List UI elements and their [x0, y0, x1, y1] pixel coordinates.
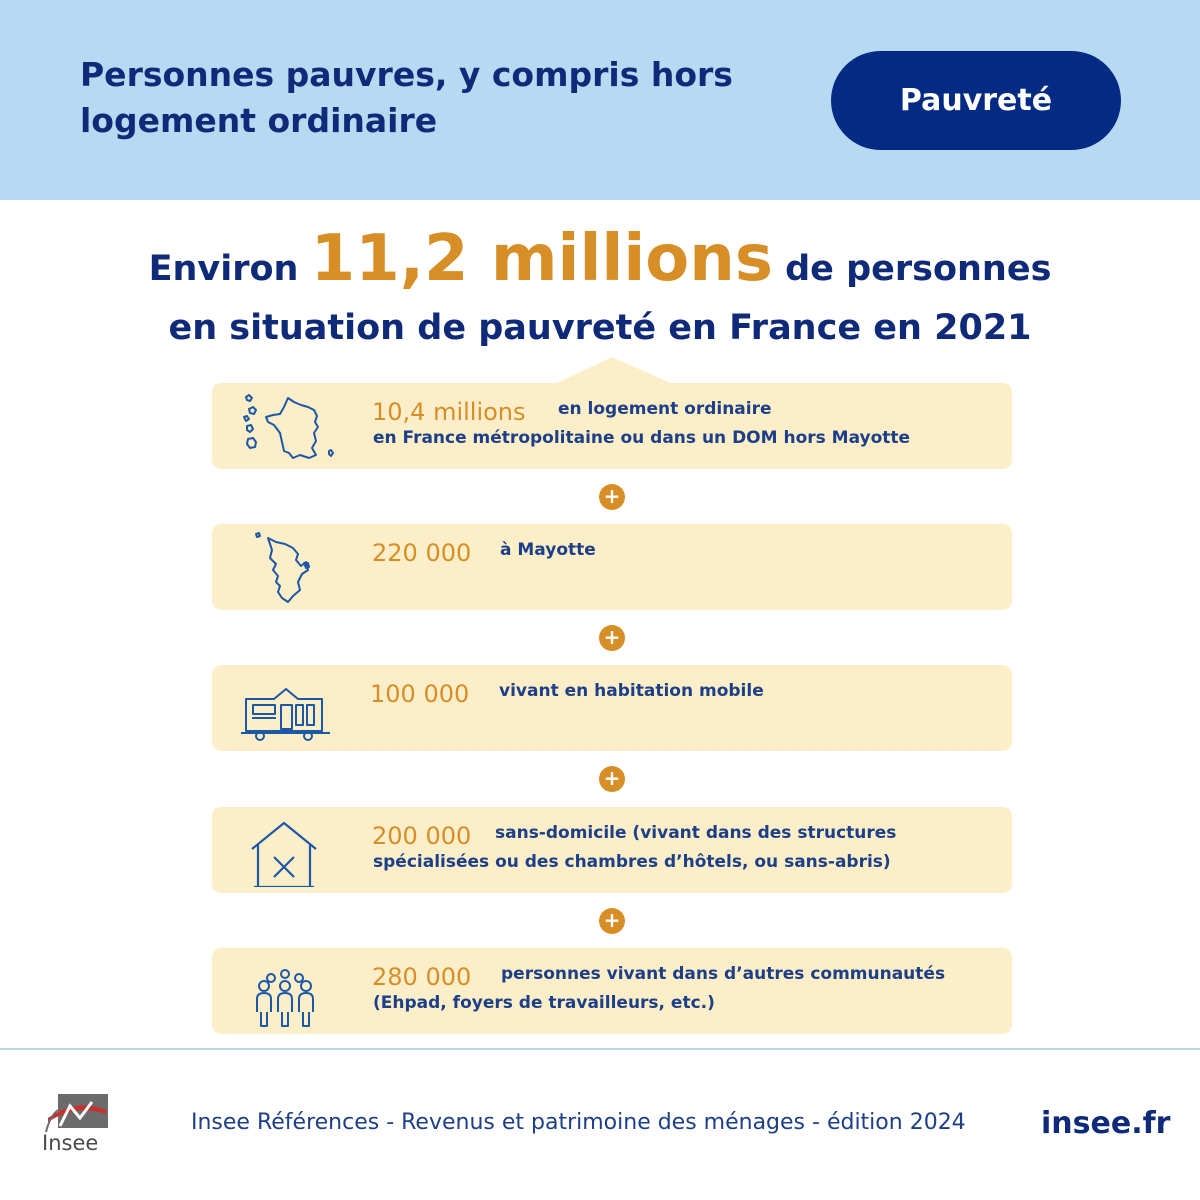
item-card-sans-domicile: 200 000 sans-domicile (vivant dans des s… [212, 807, 1012, 893]
headline-total: 11,2 millions [310, 222, 773, 296]
headline-line2: en situation de pauvreté en France en 20… [168, 308, 1032, 348]
plus-icon: + [599, 625, 625, 651]
page-title: Personnes pauvres, y compris hors logeme… [80, 55, 733, 140]
people-group-icon [256, 969, 314, 1027]
item-desc-line2: spécialisées ou des chambres d’hôtels, o… [373, 852, 891, 872]
item-card-mayotte: 220 000 à Mayotte [212, 524, 1012, 610]
homeless-house-icon [251, 821, 317, 887]
item-desc: en logement ordinaire [558, 399, 772, 419]
mobile-home-icon [241, 688, 330, 741]
site-link[interactable]: insee.fr [1041, 1106, 1171, 1141]
item-value: 280 000 [372, 963, 472, 991]
item-desc: personnes vivant dans d’autres communaut… [501, 964, 946, 984]
item-value: 100 000 [370, 680, 470, 708]
item-value: 220 000 [372, 539, 472, 567]
insee-logo-text: Insee [42, 1131, 99, 1155]
mayotte-map-icon [255, 532, 310, 603]
header-banner: Personnes pauvres, y compris hors logeme… [0, 0, 1200, 200]
headline-suffix: de personnes [785, 249, 1052, 289]
item-value: 10,4 millions [372, 398, 526, 426]
item-desc: à Mayotte [500, 540, 596, 560]
item-card-habitation-mobile: 100 000 vivant en habitation mobile [212, 665, 1012, 751]
item-card-logement-ordinaire: 10,4 millions en logement ordinaire en F… [212, 383, 1012, 469]
source-text: Insee Références - Revenus et patrimoine… [191, 1110, 966, 1135]
item-card-autres-communautes: 280 000 personnes vivant dans d’autres c… [212, 948, 1012, 1034]
item-desc-line2: (Ehpad, foyers de travailleurs, etc.) [373, 993, 715, 1013]
insee-logo-icon [45, 1094, 108, 1133]
plus-icon: + [599, 766, 625, 792]
footer-divider [0, 1048, 1200, 1050]
plus-icon: + [599, 484, 625, 510]
item-desc-line2: en France métropolitaine ou dans un DOM … [373, 428, 911, 448]
item-desc: sans-domicile (vivant dans des structure… [495, 823, 897, 843]
headline: Environ 11,2 millions de personnes en si… [0, 218, 1200, 350]
item-desc: vivant en habitation mobile [499, 681, 764, 701]
pointer-notch [555, 357, 673, 384]
topic-tag-button[interactable]: Pauvreté [831, 51, 1121, 150]
item-value: 200 000 [372, 822, 472, 850]
france-map-icon [243, 394, 334, 459]
headline-prefix: Environ [148, 249, 299, 289]
plus-icon: + [599, 908, 625, 934]
